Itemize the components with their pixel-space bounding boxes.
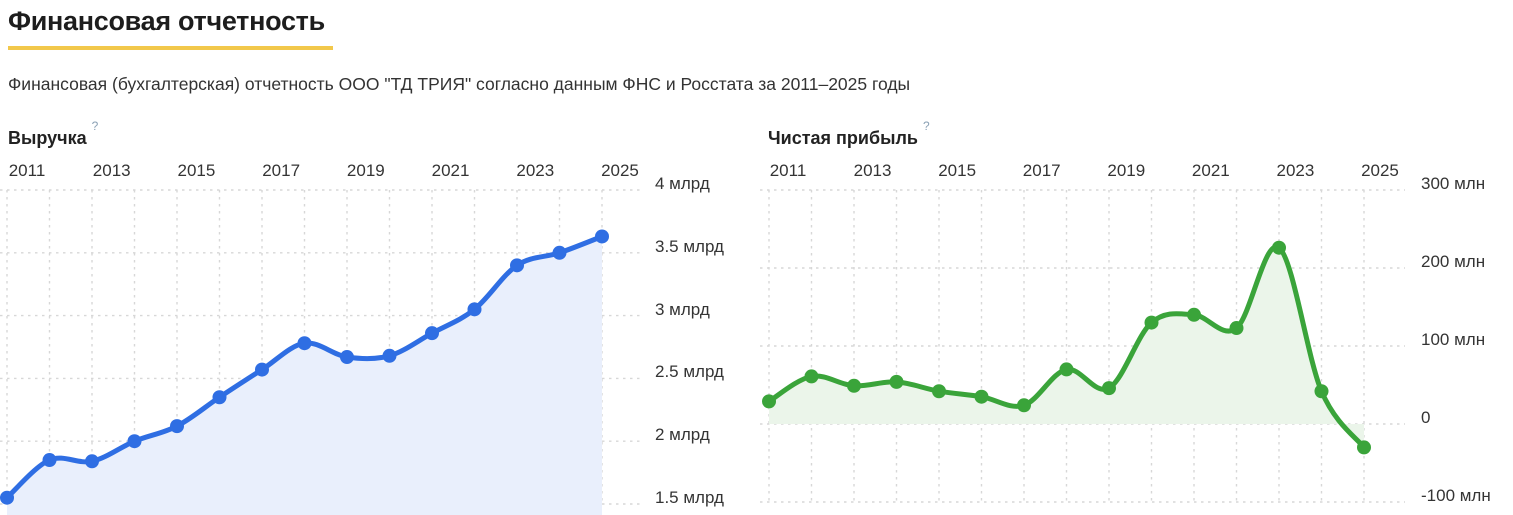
net-profit-chart-plot <box>760 189 1405 503</box>
y-tick-label: 4 млрд <box>655 174 710 193</box>
data-point-2014[interactable] <box>889 374 904 389</box>
y-tick-label: 300 млн <box>1421 174 1486 193</box>
data-point-2011[interactable] <box>0 490 14 505</box>
data-point-2020[interactable] <box>382 348 397 363</box>
data-point-2018[interactable] <box>1059 362 1074 377</box>
data-point-2015[interactable] <box>932 384 946 399</box>
help-icon[interactable]: ? <box>91 119 99 133</box>
data-point-2012[interactable] <box>804 369 819 384</box>
x-tick-label: 2023 <box>516 161 555 180</box>
x-tick-label: 2021 <box>1191 161 1230 180</box>
data-point-2016[interactable] <box>974 389 989 404</box>
revenue-chart-plot <box>0 189 643 515</box>
x-tick-label: 2013 <box>92 161 131 180</box>
revenue-chart-title-text: Выручка <box>8 128 87 148</box>
data-point-2013[interactable] <box>85 454 99 469</box>
net-profit-chart-title-text: Чистая прибыль <box>768 128 918 148</box>
data-point-2025[interactable] <box>595 229 609 244</box>
data-point-2024[interactable] <box>1314 384 1329 399</box>
data-point-2019[interactable] <box>1102 381 1116 396</box>
x-tick-label: 2023 <box>1276 161 1315 180</box>
series-area-fill <box>769 246 1364 448</box>
page-title: Финансовая отчетность <box>8 4 333 50</box>
y-tick-label: 3.5 млрд <box>655 236 724 256</box>
revenue-chart-title: Выручка? <box>8 119 99 149</box>
x-tick-label: 2019 <box>346 161 385 180</box>
x-tick-label: 2021 <box>431 161 470 180</box>
y-tick-label: -100 млн <box>1421 486 1491 505</box>
y-tick-label: 3 млрд <box>655 299 710 319</box>
data-point-2022[interactable] <box>1229 321 1244 336</box>
data-point-2012[interactable] <box>42 453 57 468</box>
data-point-2024[interactable] <box>552 245 567 260</box>
y-tick-label: 1.5 млрд <box>655 488 724 507</box>
x-tick-label: 2015 <box>177 161 216 180</box>
x-tick-label: 2025 <box>601 161 639 180</box>
y-tick-label: 2.5 млрд <box>655 362 724 382</box>
x-tick-label: 2011 <box>769 161 807 180</box>
x-tick-label: 2011 <box>8 161 46 180</box>
y-tick-label: 0 <box>1421 408 1431 427</box>
y-tick-label: 2 млрд <box>655 425 710 445</box>
data-point-2021[interactable] <box>425 326 439 341</box>
data-point-2023[interactable] <box>510 258 524 273</box>
data-point-2022[interactable] <box>467 302 482 317</box>
series-area-fill <box>7 236 602 515</box>
x-tick-label: 2025 <box>1361 161 1399 180</box>
report-description: Финансовая (бухгалтерская) отчетность ОО… <box>8 74 911 94</box>
help-icon[interactable]: ? <box>922 119 930 133</box>
data-point-2015[interactable] <box>170 419 184 434</box>
data-point-2023[interactable] <box>1272 240 1286 255</box>
x-tick-label: 2017 <box>1022 161 1061 180</box>
net-profit-chart-title: Чистая прибыль? <box>768 119 930 149</box>
data-point-2018[interactable] <box>297 336 312 351</box>
data-point-2016[interactable] <box>212 390 227 405</box>
x-tick-label: 2017 <box>262 161 301 180</box>
x-tick-label: 2013 <box>853 161 892 180</box>
data-point-2021[interactable] <box>1187 307 1201 322</box>
data-point-2014[interactable] <box>127 434 142 449</box>
x-tick-label: 2019 <box>1107 161 1146 180</box>
x-tick-label: 2015 <box>938 161 977 180</box>
data-point-2013[interactable] <box>847 378 861 393</box>
y-tick-label: 200 млн <box>1421 252 1486 271</box>
data-point-2020[interactable] <box>1144 315 1159 330</box>
data-point-2025[interactable] <box>1357 440 1371 455</box>
data-point-2017[interactable] <box>255 362 269 377</box>
data-point-2011[interactable] <box>762 394 776 409</box>
data-point-2019[interactable] <box>340 350 354 365</box>
y-tick-label: 100 млн <box>1421 330 1486 349</box>
data-point-2017[interactable] <box>1017 398 1031 413</box>
